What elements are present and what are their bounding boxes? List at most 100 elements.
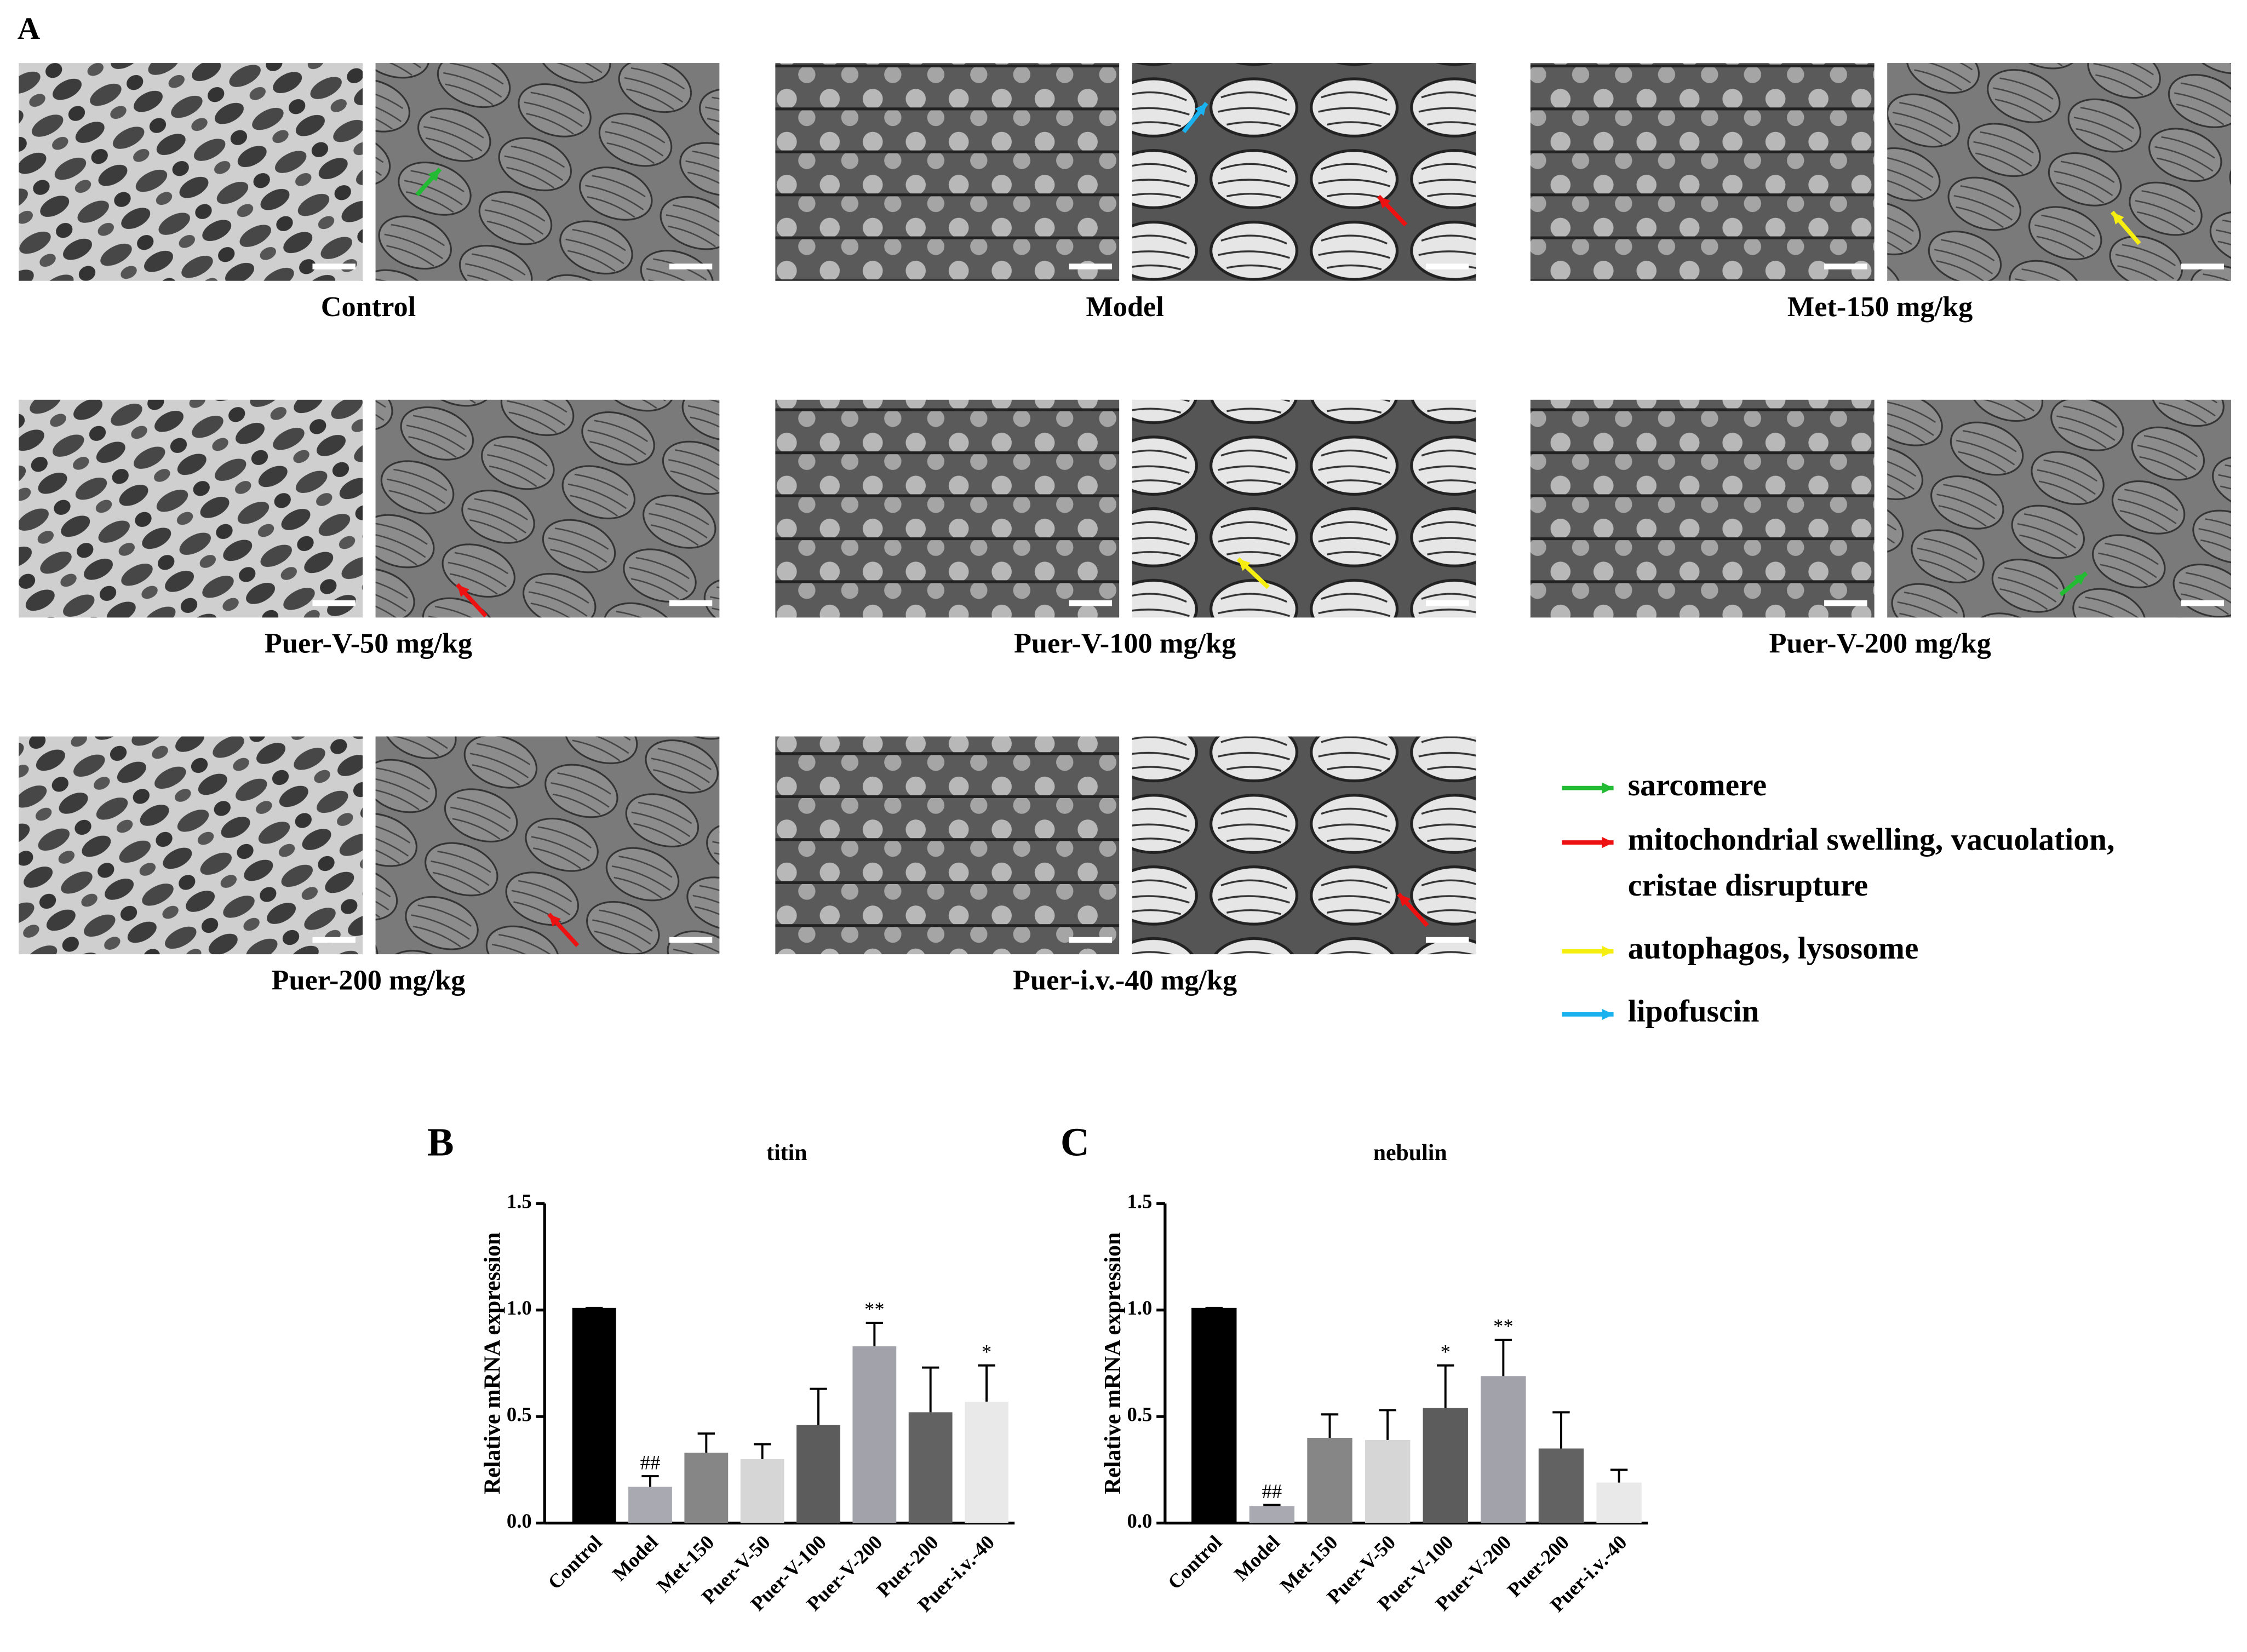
micrograph-high [1132,63,1476,281]
bar [1307,1438,1352,1523]
bar [740,1459,784,1523]
micrograph-caption: Puer-V-100 mg/kg [1014,628,1236,659]
micrograph-low [775,399,1120,618]
bar [1191,1307,1237,1523]
scale-bar [312,937,356,943]
y-tick-label: 1.5 [1127,1190,1153,1213]
x-tick-label: Model [1230,1531,1284,1585]
arrow-head [2112,212,2124,225]
significance-label: * [982,1340,991,1363]
micrograph-low [19,63,363,281]
micrograph-high [375,399,720,618]
micrograph-low [775,63,1120,281]
y-tick-label: 0.5 [1127,1403,1153,1426]
arrow-head [1602,782,1614,794]
scale-bar [1069,600,1113,606]
bar [852,1346,897,1523]
micrograph-high [1887,63,2232,281]
scale-bar [669,263,713,269]
y-tick-label: 0.0 [507,1510,532,1532]
significance-label: * [1441,1340,1451,1363]
bar [1423,1408,1468,1523]
bar [1249,1506,1295,1523]
bar [684,1453,729,1523]
scale-bar [1425,263,1469,269]
bar [1596,1482,1642,1523]
panel-label: C [1061,1120,1090,1164]
scale-bar [669,600,713,606]
arrow-head [1602,1008,1614,1020]
bar [572,1307,616,1523]
scale-bar [2181,600,2224,606]
panel-label: A [18,12,41,46]
y-tick-label: 1.0 [1127,1297,1153,1319]
legend: sarcomere mitochondrial swelling, vacuola… [1562,768,2114,1029]
arrow-head [1238,559,1251,571]
scale-bar [312,600,356,606]
scale-bar [2181,263,2224,269]
bar [908,1412,953,1523]
micrograph-high [1887,399,2232,618]
panel-label: B [427,1120,454,1164]
bar [796,1425,840,1523]
bar [628,1487,672,1523]
chart-title: nebulin [1373,1140,1447,1166]
arrow-head [457,584,469,597]
significance-label: ** [864,1298,885,1321]
x-tick-label: Model [608,1531,662,1585]
y-tick-label: 1.5 [507,1190,532,1213]
scale-bar [312,263,356,269]
micrograph-high [1132,399,1476,618]
legend-text: lipofuscin [1628,994,1759,1029]
scale-bar [1425,600,1469,606]
micrograph-low [19,736,363,955]
legend-text: autophagos, lysosome [1628,931,1919,966]
significance-label: ** [1493,1315,1514,1338]
significance-label: ## [1262,1480,1282,1502]
scale-bar [1824,263,1867,269]
legend-text: sarcomere [1628,768,1767,802]
bar [1481,1376,1526,1523]
legend-text: cristae disrupture [1628,868,1868,903]
micrograph-high [375,736,720,955]
x-tick-label: Control [543,1531,606,1594]
arrow-head [1195,103,1207,116]
x-tick-label: Control [1163,1531,1226,1594]
scale-bar [1425,937,1469,943]
arrow-head [549,914,561,927]
micrograph-caption: Puer-i.v.-40 mg/kg [1013,964,1237,996]
arrow-head [2073,573,2086,585]
y-tick-label: 0.5 [507,1403,532,1426]
micrograph-caption: Control [321,291,416,323]
bar [1538,1448,1584,1523]
scale-bar [1824,600,1867,606]
micrograph-low [775,736,1120,955]
arrow-head [1398,894,1411,907]
micrograph-caption: Puer-200 mg/kg [272,964,466,996]
micrograph-high [375,63,720,281]
chart-title: titin [766,1140,807,1166]
scale-bar [1069,937,1113,943]
legend-text: mitochondrial swelling, vacuolation, [1628,822,2115,857]
bar [965,1401,1008,1523]
y-tick-label: 1.0 [507,1297,532,1319]
significance-label: ## [640,1452,661,1474]
scale-bar [669,937,713,943]
scale-bar [1069,263,1113,269]
arrow-head [1378,196,1391,209]
y-axis-label: Relative mRNA expression [480,1232,505,1494]
micrograph-low [1530,63,1875,281]
micrograph-low [1530,399,1875,618]
micrograph-caption: Puer-V-200 mg/kg [1769,628,1991,659]
arrow-head [1602,945,1614,957]
y-axis-label: Relative mRNA expression [1100,1232,1126,1494]
micrograph-low [19,399,363,618]
arrow-head [1602,836,1614,848]
micrograph-caption: Puer-V-50 mg/kg [265,628,472,659]
micrographs: Control Model Met-150 mg/kg Puer-V-50 mg/kg… [19,63,2232,996]
arrow-head [428,169,440,182]
bar [1365,1439,1411,1523]
micrograph-caption: Model [1086,291,1163,323]
